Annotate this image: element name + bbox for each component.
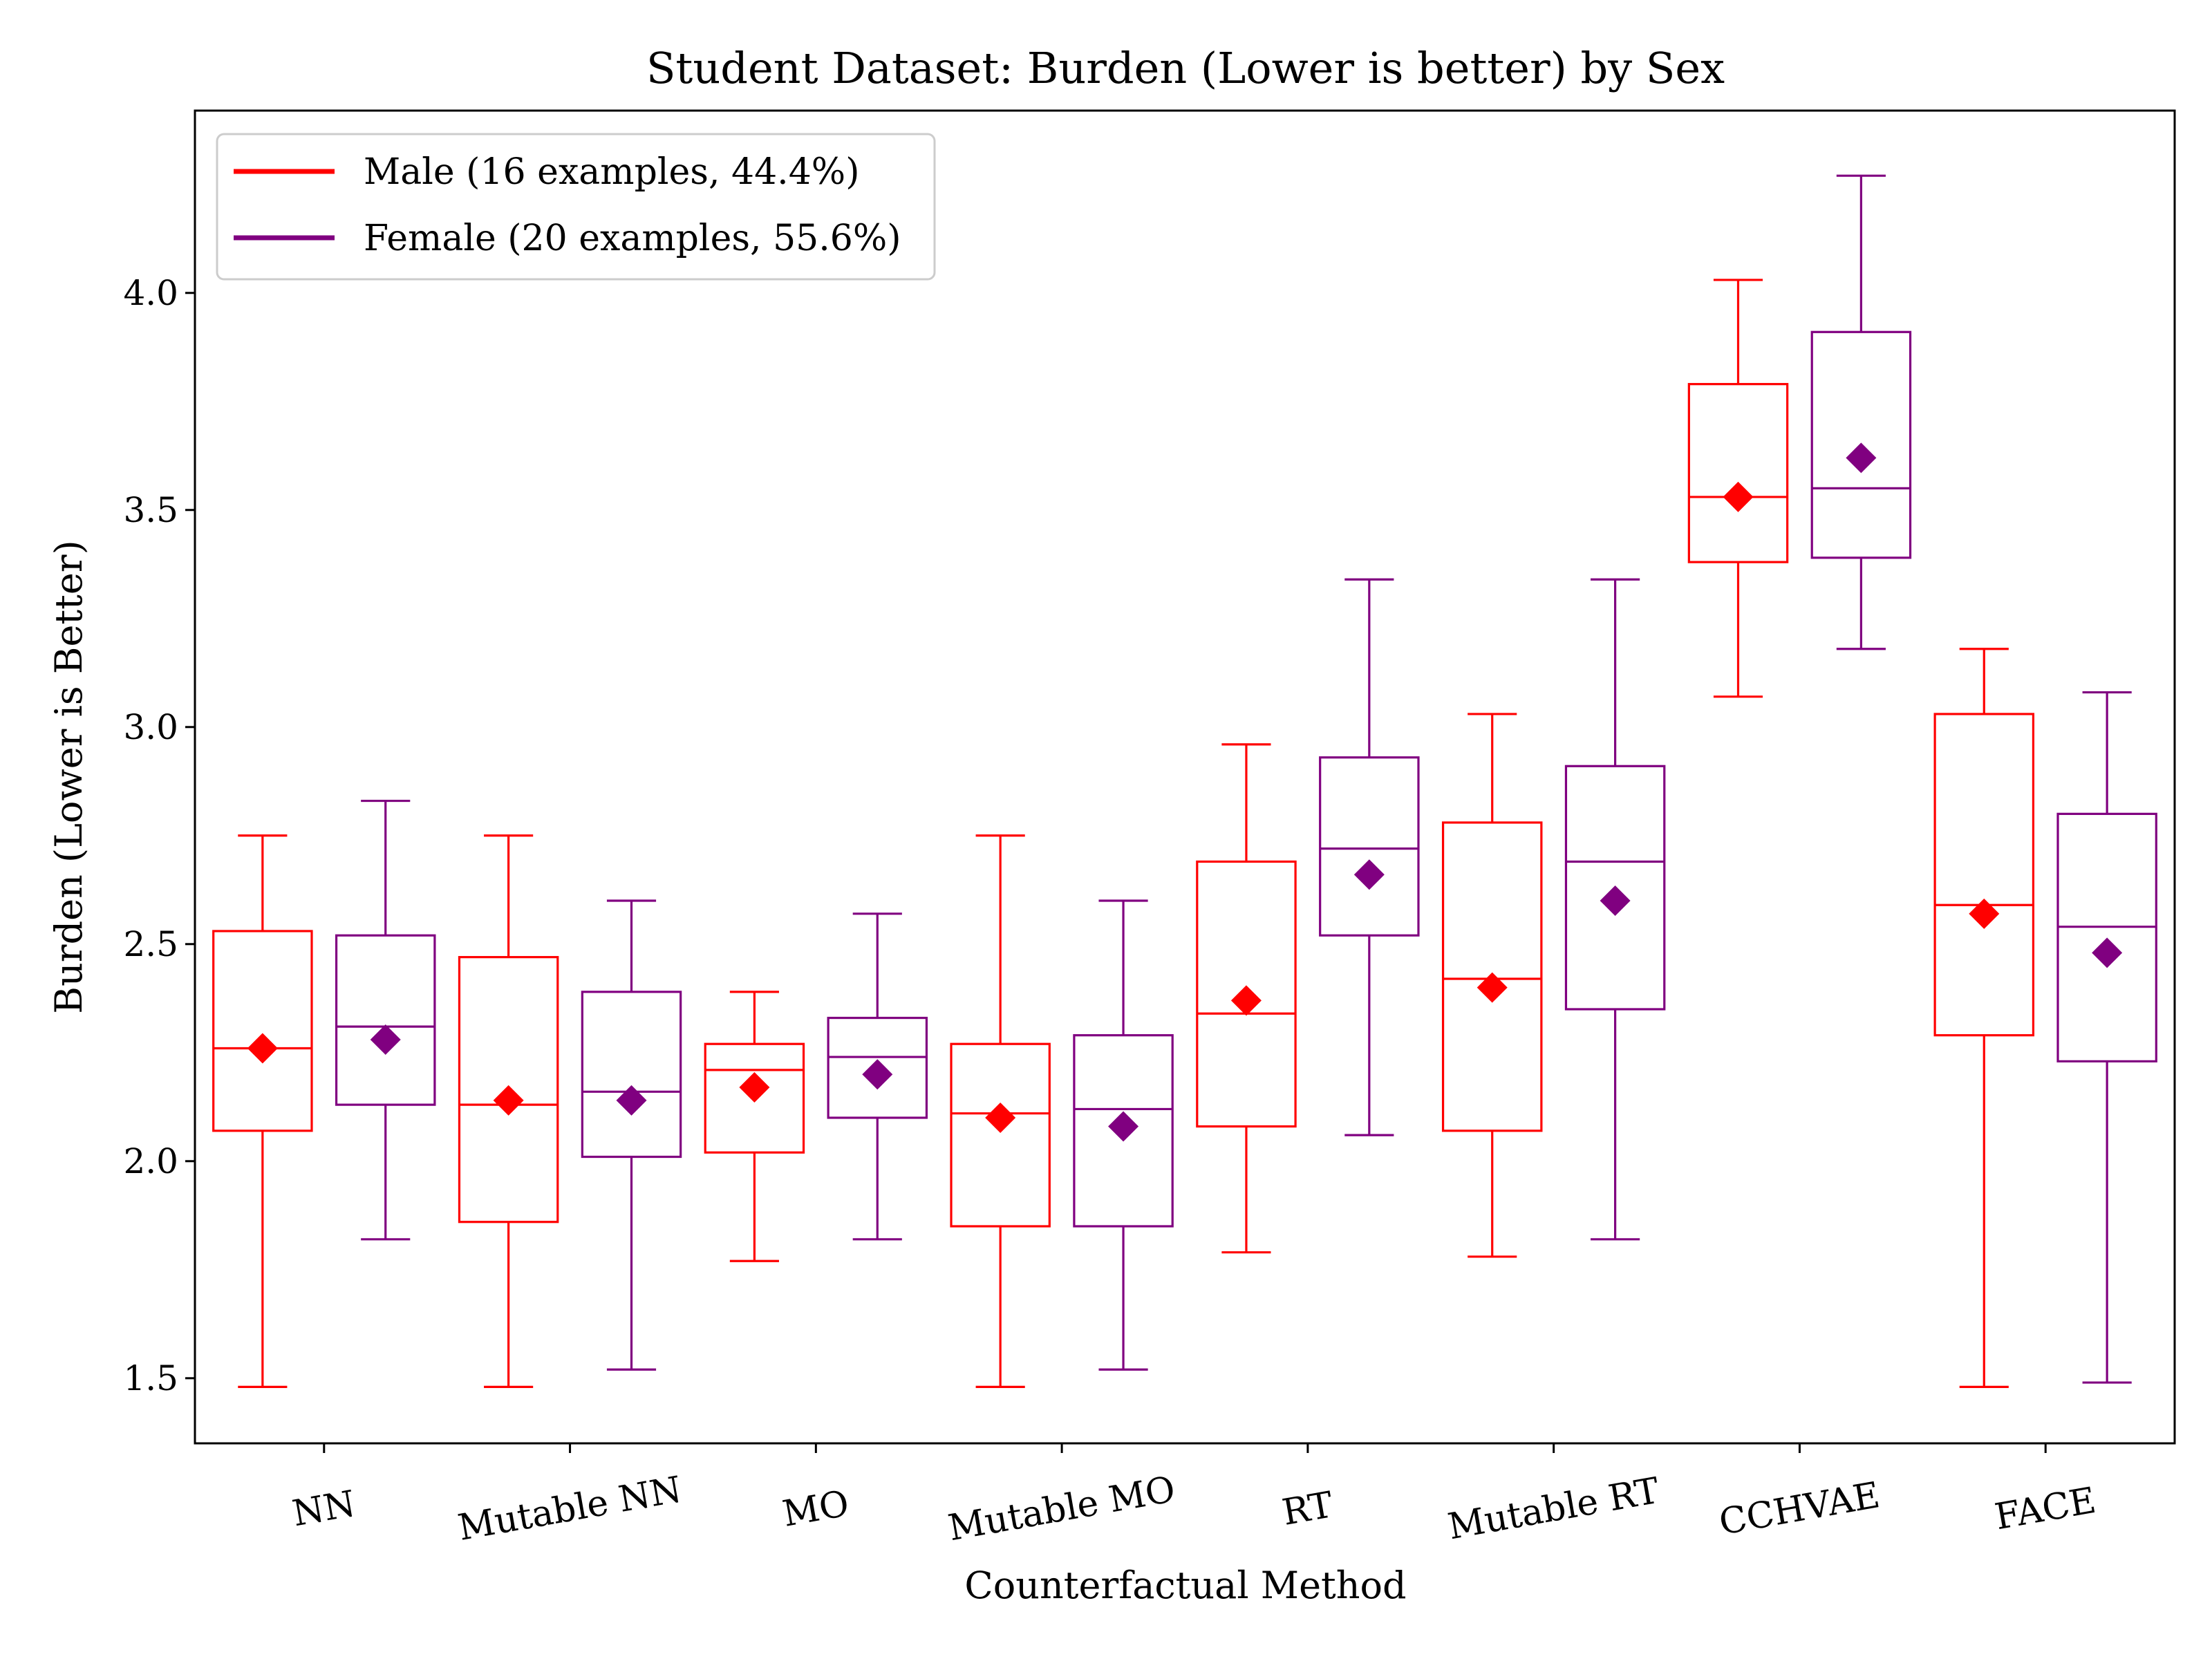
box-female-0 xyxy=(335,799,436,1241)
box-male-0 xyxy=(212,834,313,1388)
y-axis-label: Burden (Lower is Better) xyxy=(47,540,91,1013)
iqr-box xyxy=(704,1042,805,1154)
box-female-7 xyxy=(2056,691,2157,1384)
iqr-box xyxy=(950,1042,1051,1228)
box-female-3 xyxy=(1073,899,1174,1371)
iqr-box xyxy=(1933,713,2035,1037)
box-male-3 xyxy=(950,834,1051,1388)
y-tick-label: 3.0 xyxy=(123,707,178,747)
y-tick-label: 2.5 xyxy=(123,924,178,964)
box-female-5 xyxy=(1564,578,1666,1241)
mean-marker xyxy=(1600,885,1631,916)
box-female-1 xyxy=(581,899,682,1371)
iqr-box xyxy=(1810,330,1912,559)
box-male-6 xyxy=(1687,279,1789,698)
box-male-4 xyxy=(1196,743,1297,1254)
chart-title: Student Dataset: Burden (Lower is better… xyxy=(646,43,1725,93)
y-tick-label: 3.5 xyxy=(123,490,178,530)
mean-marker xyxy=(1846,442,1877,474)
iqr-box xyxy=(458,956,559,1224)
iqr-box xyxy=(1564,765,1666,1011)
box-female-4 xyxy=(1319,578,1420,1136)
mean-marker xyxy=(2092,937,2123,968)
iqr-box xyxy=(581,991,682,1159)
x-axis-label: Counterfactual Method xyxy=(964,1564,1406,1607)
mean-marker xyxy=(247,1033,278,1064)
mean-marker xyxy=(739,1072,770,1103)
iqr-box xyxy=(1319,756,1420,937)
axes-frame xyxy=(194,109,2176,1445)
box-female-6 xyxy=(1810,174,1912,650)
iqr-box xyxy=(1687,383,1789,563)
plot-area xyxy=(212,174,2157,1388)
y-tick-label: 1.5 xyxy=(123,1358,178,1398)
series-male xyxy=(212,279,2035,1388)
series-female xyxy=(335,174,2157,1384)
iqr-box xyxy=(212,930,313,1132)
mean-marker xyxy=(1969,898,2000,929)
mean-marker xyxy=(862,1059,893,1090)
iqr-box xyxy=(1441,821,1543,1132)
mean-marker xyxy=(493,1085,524,1116)
legend: Male (16 examples, 44.4%) Female (20 exam… xyxy=(216,133,936,281)
box-male-1 xyxy=(458,834,559,1388)
iqr-box xyxy=(335,934,436,1106)
mean-marker xyxy=(616,1085,647,1116)
mean-marker xyxy=(1230,985,1262,1016)
iqr-box xyxy=(827,1016,928,1119)
legend-label-male: Male (16 examples, 44.4%) xyxy=(364,151,860,193)
y-axis: 1.5 2.0 2.5 3.0 3.5 4.0 xyxy=(123,273,195,1398)
y-tick-label: 2.0 xyxy=(123,1141,178,1181)
box-male-5 xyxy=(1441,713,1543,1258)
x-tick-label: RT xyxy=(1280,1484,1337,1534)
legend-label-female: Female (20 examples, 55.6%) xyxy=(364,218,901,259)
iqr-box xyxy=(1073,1034,1174,1228)
mean-marker xyxy=(1108,1111,1139,1142)
iqr-box xyxy=(2056,812,2157,1062)
mean-marker xyxy=(370,1024,401,1055)
legend-frame xyxy=(216,133,936,281)
mean-marker xyxy=(985,1102,1016,1133)
y-tick-label: 4.0 xyxy=(123,273,178,313)
mean-marker xyxy=(1477,972,1508,1003)
iqr-box xyxy=(1196,860,1297,1128)
mean-marker xyxy=(1723,481,1754,512)
box-female-2 xyxy=(827,912,928,1241)
box-male-7 xyxy=(1933,648,2035,1388)
box-male-2 xyxy=(704,991,805,1262)
mean-marker xyxy=(1353,859,1385,890)
